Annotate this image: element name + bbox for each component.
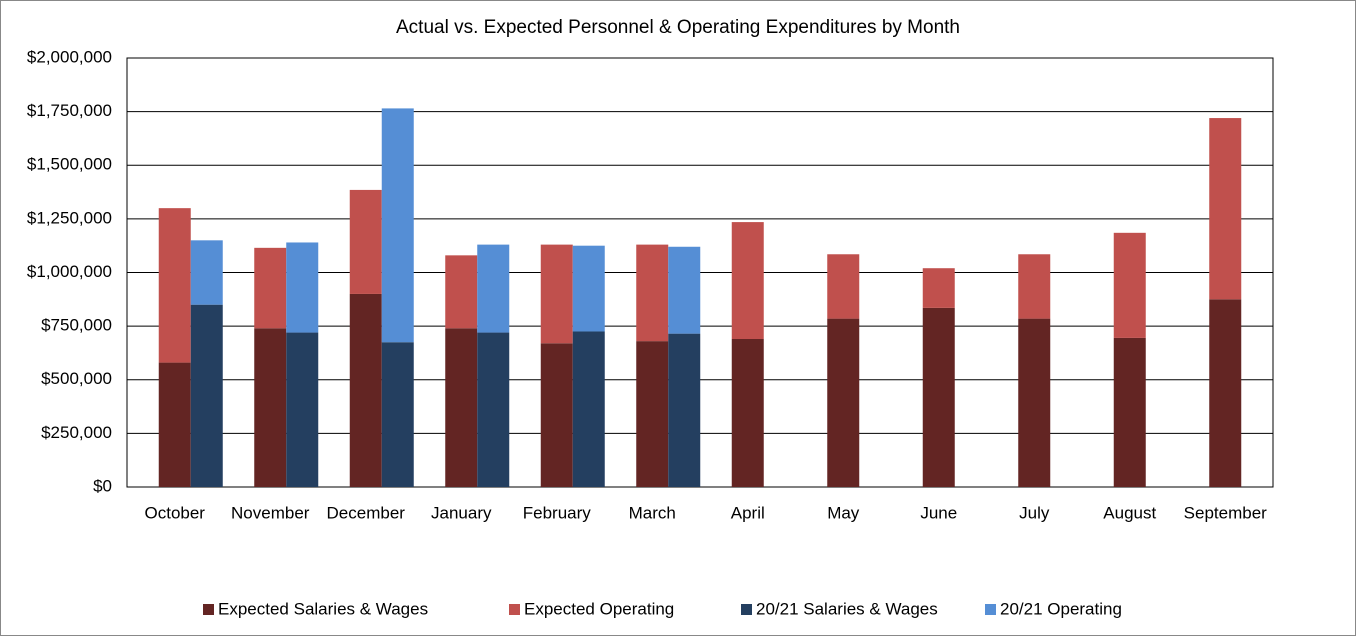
x-tick-label: May bbox=[827, 503, 860, 522]
bar bbox=[445, 255, 478, 329]
y-tick-label: $1,500,000 bbox=[27, 155, 112, 174]
bar bbox=[381, 108, 414, 343]
bar bbox=[349, 293, 382, 487]
chart-title: Actual vs. Expected Personnel & Operatin… bbox=[396, 17, 960, 38]
y-tick-label: $250,000 bbox=[41, 423, 112, 442]
bar bbox=[1018, 254, 1051, 319]
x-tick-label: November bbox=[231, 503, 310, 522]
x-tick-label: August bbox=[1103, 503, 1156, 522]
legend-swatch bbox=[741, 604, 752, 615]
x-tick-label: December bbox=[327, 503, 406, 522]
x-tick-label: September bbox=[1184, 503, 1267, 522]
legend-label: Expected Salaries & Wages bbox=[218, 599, 428, 618]
x-tick-label: February bbox=[523, 503, 592, 522]
bar bbox=[668, 246, 701, 334]
bar bbox=[572, 331, 605, 487]
y-tick-label: $1,250,000 bbox=[27, 208, 112, 227]
bar bbox=[1209, 299, 1242, 487]
bar bbox=[540, 343, 573, 487]
legend-label: Expected Operating bbox=[524, 599, 674, 618]
bar bbox=[636, 244, 669, 342]
bar bbox=[922, 268, 955, 308]
bar bbox=[445, 328, 478, 487]
x-tick-label: January bbox=[431, 503, 492, 522]
legend-swatch bbox=[203, 604, 214, 615]
legend-swatch bbox=[985, 604, 996, 615]
x-tick-label: October bbox=[145, 503, 206, 522]
bar bbox=[349, 189, 382, 294]
bar bbox=[827, 318, 860, 487]
y-tick-label: $500,000 bbox=[41, 369, 112, 388]
y-tick-label: $0 bbox=[93, 476, 112, 495]
x-tick-label: June bbox=[920, 503, 957, 522]
bar bbox=[636, 341, 669, 487]
bar bbox=[254, 247, 287, 329]
bar bbox=[1113, 232, 1146, 338]
y-tick-label: $1,000,000 bbox=[27, 262, 112, 281]
bar bbox=[286, 332, 319, 487]
x-tick-label: March bbox=[629, 503, 676, 522]
bar bbox=[381, 342, 414, 487]
y-tick-label: $750,000 bbox=[41, 316, 112, 335]
legend-swatch bbox=[509, 604, 520, 615]
bar bbox=[731, 338, 764, 487]
bar bbox=[158, 208, 191, 363]
bar bbox=[1209, 118, 1242, 300]
bar bbox=[1018, 318, 1051, 487]
bar bbox=[477, 244, 510, 333]
bar bbox=[477, 332, 510, 487]
bar bbox=[572, 245, 605, 332]
legend-label: 20/21 Operating bbox=[1000, 599, 1122, 618]
legend-label: 20/21 Salaries & Wages bbox=[756, 599, 938, 618]
bar bbox=[731, 222, 764, 339]
x-tick-label: July bbox=[1019, 503, 1050, 522]
bar bbox=[922, 307, 955, 487]
bar bbox=[668, 333, 701, 487]
bar bbox=[190, 304, 223, 487]
x-tick-label: April bbox=[731, 503, 765, 522]
y-tick-label: $2,000,000 bbox=[27, 47, 112, 66]
bar bbox=[254, 328, 287, 487]
bar bbox=[158, 362, 191, 487]
bar bbox=[1113, 337, 1146, 487]
bar bbox=[190, 240, 223, 305]
bar bbox=[540, 244, 573, 344]
bar bbox=[286, 242, 319, 333]
y-tick-label: $1,750,000 bbox=[27, 101, 112, 120]
bar bbox=[827, 254, 860, 319]
